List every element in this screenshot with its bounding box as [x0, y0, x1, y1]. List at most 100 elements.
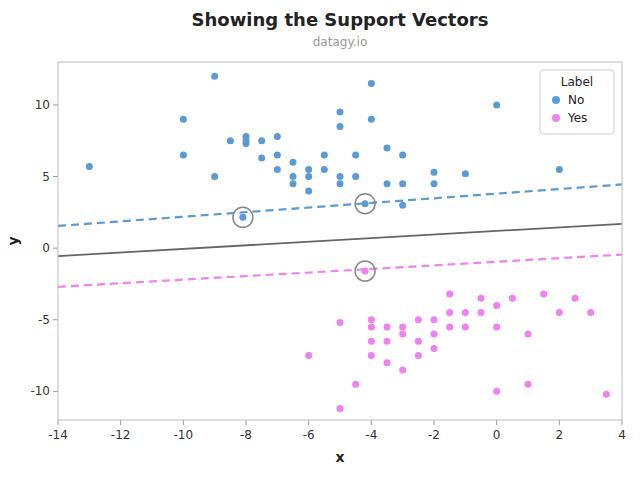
y-axis-label: y	[5, 236, 21, 245]
y-tick-label: -5	[38, 313, 50, 327]
legend-box	[540, 70, 614, 134]
line	[58, 184, 622, 226]
y-tick	[53, 391, 58, 392]
point	[211, 173, 218, 180]
point	[337, 123, 344, 130]
point	[493, 101, 500, 108]
x-tick-label: 0	[493, 428, 501, 442]
y-tick-label: -10	[30, 384, 50, 398]
x-tick-label: -10	[174, 428, 194, 442]
x-tick	[559, 420, 560, 425]
line	[58, 255, 622, 287]
point	[337, 109, 344, 116]
point	[305, 187, 312, 194]
point	[446, 290, 453, 297]
point	[493, 323, 500, 330]
point	[352, 381, 359, 388]
point	[384, 323, 391, 330]
point	[540, 290, 547, 297]
point	[431, 169, 438, 176]
point	[399, 331, 406, 338]
point	[493, 388, 500, 395]
legend-swatch	[552, 114, 560, 122]
point	[399, 180, 406, 187]
point	[337, 405, 344, 412]
point	[368, 323, 375, 330]
point	[290, 159, 297, 166]
point	[274, 152, 281, 159]
x-tick-label: -8	[240, 428, 252, 442]
point	[431, 180, 438, 187]
x-tick	[58, 420, 59, 425]
point	[368, 116, 375, 123]
point	[352, 152, 359, 159]
point	[431, 316, 438, 323]
plot-area	[58, 73, 622, 412]
x-tick-label: -4	[365, 428, 377, 442]
point	[368, 338, 375, 345]
point	[352, 173, 359, 180]
point	[446, 309, 453, 316]
point	[86, 163, 93, 170]
subtitle: datagy.io	[313, 35, 368, 49]
point	[305, 352, 312, 359]
legend: LabelNoYes	[540, 70, 614, 134]
y-tick	[53, 104, 58, 105]
point	[274, 133, 281, 140]
support-vector-ring	[233, 207, 253, 227]
point	[478, 309, 485, 316]
point	[180, 152, 187, 159]
point	[337, 173, 344, 180]
point	[399, 202, 406, 209]
x-tick-label: 2	[556, 428, 564, 442]
point	[556, 309, 563, 316]
y-tick	[53, 319, 58, 320]
x-tick	[434, 420, 435, 425]
support-vector-ring	[355, 194, 375, 214]
point	[525, 331, 532, 338]
y-tick	[53, 248, 58, 249]
point	[321, 166, 328, 173]
point	[274, 166, 281, 173]
support-vector	[239, 214, 246, 221]
axes: -14-12-10-8-6-4-2024-10-50510	[30, 98, 625, 442]
point	[290, 173, 297, 180]
support-vector	[362, 200, 369, 207]
x-tick-label: -2	[428, 428, 440, 442]
y-tick-label: 0	[42, 241, 50, 255]
background	[0, 0, 640, 480]
point	[243, 137, 250, 144]
x-axis-label: x	[335, 449, 344, 465]
point	[258, 154, 265, 161]
x-tick	[622, 420, 623, 425]
line	[58, 224, 622, 256]
point	[462, 309, 469, 316]
point	[572, 295, 579, 302]
point	[211, 73, 218, 80]
support-vector-ring	[355, 261, 375, 281]
point	[603, 391, 610, 398]
x-tick-label: -14	[48, 428, 68, 442]
y-tick	[53, 176, 58, 177]
chart: Showing the Support Vectors datagy.io -14 -…	[0, 0, 640, 480]
point	[462, 323, 469, 330]
point	[462, 170, 469, 177]
point	[305, 166, 312, 173]
x-tick	[496, 420, 497, 425]
point	[337, 319, 344, 326]
legend-label: No	[568, 93, 584, 107]
legend-swatch	[552, 96, 560, 104]
point	[368, 80, 375, 87]
point	[258, 137, 265, 144]
point	[305, 173, 312, 180]
point	[290, 180, 297, 187]
point	[384, 180, 391, 187]
legend-label: Yes	[567, 111, 587, 125]
title: Showing the Support Vectors	[192, 9, 489, 30]
support-vector	[362, 268, 369, 275]
point	[399, 366, 406, 373]
point	[180, 116, 187, 123]
plot-frame	[58, 62, 622, 420]
y-tick-label: 5	[42, 170, 50, 184]
x-tick	[183, 420, 184, 425]
